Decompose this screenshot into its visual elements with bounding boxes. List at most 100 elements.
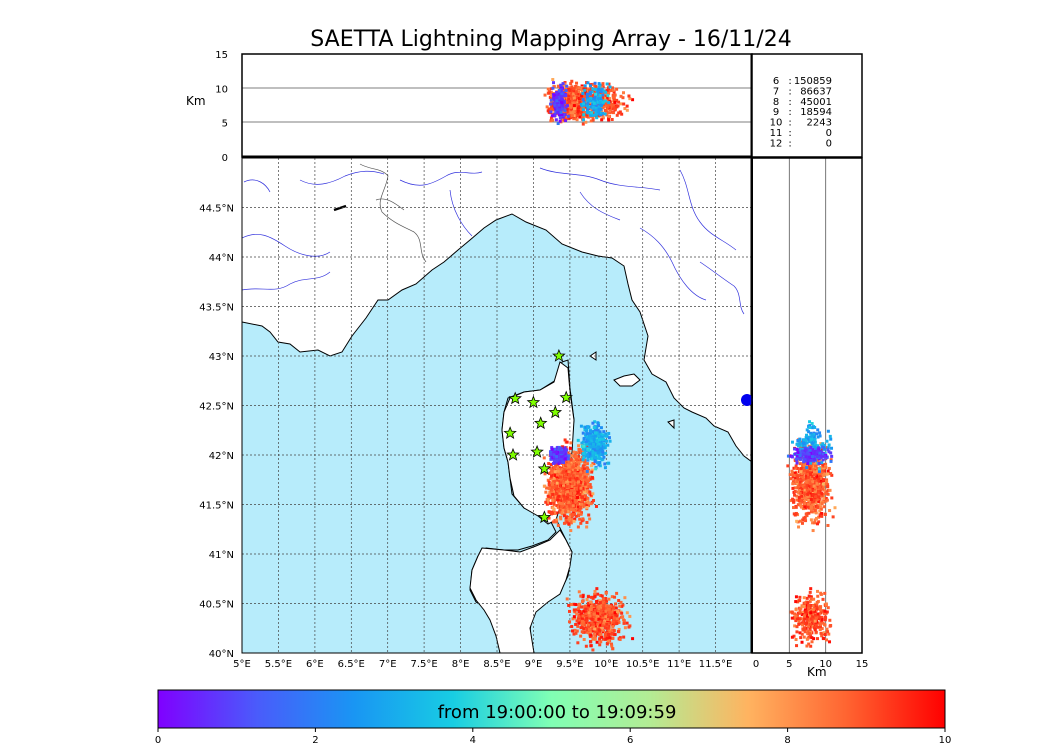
- lightning-source: [565, 496, 569, 500]
- lightning-source: [588, 622, 592, 626]
- lightning-source-top: [596, 111, 600, 115]
- lightning-source: [591, 451, 595, 455]
- lightning-source-side: [817, 472, 821, 476]
- lightning-source-top: [603, 99, 607, 103]
- lightning-source-side: [794, 595, 798, 599]
- lightning-source: [571, 501, 575, 505]
- lightning-source: [552, 520, 556, 524]
- lightning-source: [560, 512, 564, 516]
- lightning-source-side: [807, 478, 811, 482]
- lightning-source: [591, 637, 595, 641]
- lightning-source: [596, 608, 600, 612]
- lightning-source-side: [821, 469, 825, 473]
- lightning-source-top: [586, 101, 590, 105]
- lightning-source: [555, 459, 559, 463]
- lightning-source: [602, 621, 606, 625]
- lightning-source: [558, 498, 562, 502]
- lightning-source-side: [795, 494, 799, 498]
- lightning-source-top: [598, 95, 602, 99]
- lightning-source-top: [613, 106, 617, 110]
- lightning-source: [586, 440, 590, 444]
- lightning-source: [572, 519, 576, 523]
- lightning-source: [553, 466, 557, 470]
- lightning-source: [607, 436, 611, 440]
- lightning-source-side: [795, 630, 799, 634]
- map-x-ticks: 5°E 5.5°E 6°E 6.5°E 7°E 7.5°E 8°E 8.5°E 9°E 9.5°E…: [233, 659, 732, 670]
- lightning-source-side: [816, 500, 820, 504]
- lightning-source: [586, 625, 590, 629]
- lightning-source-top: [562, 87, 566, 91]
- lightning-source: [550, 474, 554, 478]
- lightning-source-top: [543, 93, 547, 97]
- lightning-source-top: [600, 118, 604, 122]
- lightning-source-top: [570, 91, 574, 95]
- lightning-source-side: [807, 606, 811, 610]
- lightning-source-top: [591, 97, 595, 101]
- lightning-source: [593, 592, 597, 596]
- lightning-source: [564, 470, 568, 474]
- lightning-source-side: [801, 507, 805, 511]
- lightning-source: [575, 474, 579, 478]
- lightning-source-side: [822, 505, 826, 509]
- lightning-source: [571, 459, 575, 463]
- lightning-source: [574, 603, 578, 607]
- lightning-source-side: [811, 480, 815, 484]
- lightning-source: [574, 499, 578, 503]
- lightning-source-side: [801, 500, 805, 504]
- lightning-source: [595, 640, 599, 644]
- lightning-source: [625, 611, 629, 615]
- lightning-source: [588, 490, 592, 494]
- lightning-source: [579, 424, 583, 428]
- lightning-source: [595, 614, 599, 618]
- lightning-source: [589, 485, 593, 489]
- lightning-source: [596, 421, 600, 425]
- lightning-source-side: [814, 456, 818, 460]
- lightning-source: [592, 429, 596, 433]
- lightning-source-side: [820, 512, 824, 516]
- lightning-source: [576, 438, 580, 442]
- lightning-source: [598, 453, 602, 457]
- lightning-source: [553, 457, 557, 461]
- lightning-source-side: [803, 617, 807, 621]
- lightning-source-top: [601, 105, 605, 109]
- lightning-source: [608, 604, 612, 608]
- lightning-source-top: [557, 96, 561, 100]
- lightning-source-top: [594, 112, 598, 116]
- lightning-source: [547, 480, 551, 484]
- lightning-source: [577, 497, 581, 501]
- lightning-source-top: [549, 98, 553, 102]
- lightning-source: [590, 436, 594, 440]
- lightning-source-side: [804, 612, 808, 616]
- lightning-source: [576, 525, 580, 529]
- map-x-tick-label: 8.5°E: [483, 659, 510, 670]
- map-panel: 5°E 5.5°E 6°E 6.5°E 7°E 7.5°E 8°E 8.5°E 9°E 9.5°E…: [199, 157, 754, 670]
- lightning-source: [549, 452, 553, 456]
- lightning-source-side: [800, 521, 804, 525]
- lightning-source-side: [811, 487, 815, 491]
- lightning-source: [587, 606, 591, 610]
- map-x-tick-label: 11.5°E: [699, 659, 733, 670]
- top-lightning-sources: [543, 78, 635, 126]
- lightning-source: [616, 629, 620, 633]
- lightning-source-side: [813, 619, 817, 623]
- lightning-source: [604, 432, 608, 436]
- lightning-source-side: [798, 599, 802, 603]
- lightning-source-side: [829, 458, 833, 462]
- lightning-source-side: [813, 468, 817, 472]
- lightning-source-top: [570, 98, 574, 102]
- lightning-source: [555, 481, 559, 485]
- lightning-source: [602, 612, 606, 616]
- lightning-source-top: [620, 112, 624, 116]
- lightning-source-side: [798, 480, 802, 484]
- lightning-source-side: [790, 469, 794, 473]
- lightning-source-top: [631, 98, 635, 102]
- lightning-source: [577, 488, 581, 492]
- lightning-source: [590, 595, 594, 599]
- lightning-source: [601, 630, 605, 634]
- lightning-source: [567, 517, 571, 521]
- lightning-source: [556, 498, 560, 502]
- lightning-source: [572, 507, 576, 511]
- lightning-source-side: [793, 486, 797, 490]
- lightning-source: [614, 606, 618, 610]
- lightning-source-side: [818, 607, 822, 611]
